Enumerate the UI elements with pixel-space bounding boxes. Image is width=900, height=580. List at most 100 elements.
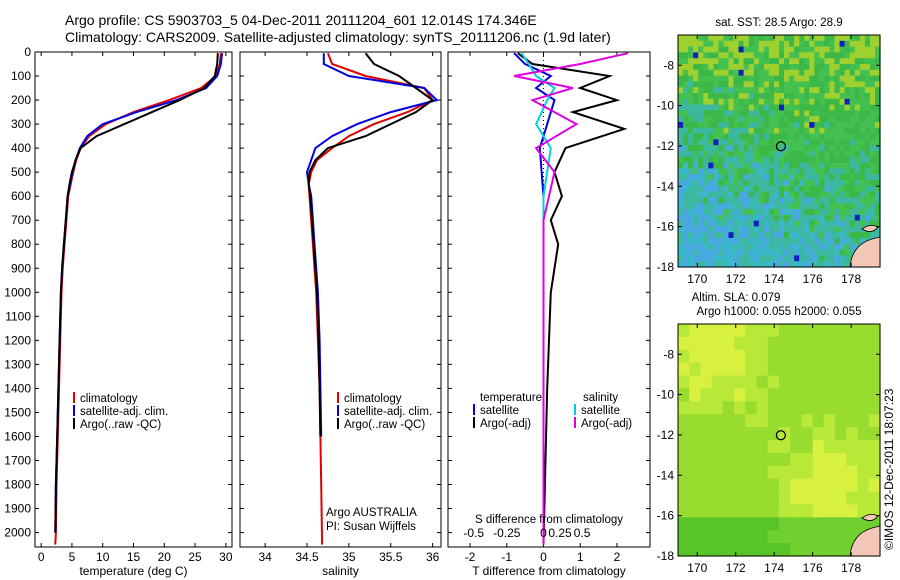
heatmap-cell xyxy=(859,81,866,88)
heatmap-cell xyxy=(869,87,876,94)
heatmap-cell xyxy=(738,156,745,164)
heatmap-cell xyxy=(728,46,735,53)
heatmap-cell xyxy=(779,64,785,71)
heatmap-cell xyxy=(756,491,769,506)
heatmap-cell xyxy=(779,174,785,181)
y-tick-label: -12 xyxy=(657,428,675,442)
heatmap-cell xyxy=(864,52,871,59)
heatmap-cell xyxy=(703,209,709,216)
y-tick-label: -18 xyxy=(657,549,675,563)
heatmap-cell xyxy=(789,191,795,198)
heatmap-cell xyxy=(703,249,709,256)
heatmap-cell xyxy=(804,87,810,94)
heatmap-cell xyxy=(688,116,694,123)
heatmap-cell xyxy=(723,69,730,77)
heatmap-cell xyxy=(738,139,745,146)
heatmap-cell xyxy=(678,110,684,117)
heatmap-cell xyxy=(819,46,825,53)
heatmap-cell xyxy=(728,168,735,175)
heatmap-cell xyxy=(784,261,790,268)
heatmap-cell xyxy=(790,362,802,377)
heatmap-cell xyxy=(718,243,724,251)
difference-panel: -2 -1 0 1 2T difference from climatologytemp… xyxy=(447,51,651,578)
heatmap-cell xyxy=(774,104,780,111)
heatmap-cell xyxy=(790,324,802,338)
heatmap-cell xyxy=(708,52,714,59)
heatmap-cell xyxy=(829,133,836,140)
heatmap-cell xyxy=(799,122,805,129)
heatmap-cell xyxy=(745,388,758,402)
heatmap-cell xyxy=(859,162,866,169)
heatmap-cell xyxy=(748,58,755,65)
heatmap-cell xyxy=(869,93,876,100)
heatmap-cell xyxy=(779,414,791,428)
heatmap-cell xyxy=(829,162,836,169)
heatmap-cell xyxy=(733,226,740,233)
heatmap-cell xyxy=(859,64,866,71)
heatmap-cell xyxy=(829,151,836,158)
heatmap-cell xyxy=(758,151,765,158)
heatmap-cell xyxy=(683,209,689,216)
heatmap-cell xyxy=(689,427,701,441)
y-tick-label: 1300 xyxy=(4,357,31,371)
heatmap-cell xyxy=(804,220,810,227)
heatmap-cell xyxy=(857,452,870,467)
heatmap-cell xyxy=(683,75,689,82)
heatmap-cell xyxy=(839,255,846,262)
heatmap-cell xyxy=(857,427,870,441)
heatmap-cell xyxy=(703,197,709,204)
heatmap-cell xyxy=(859,174,866,181)
heatmap-cell xyxy=(824,81,831,88)
heatmap-cell xyxy=(748,52,755,59)
heatmap-cell xyxy=(801,465,814,480)
heatmap-cell xyxy=(758,209,765,216)
heatmap-cell xyxy=(758,168,765,175)
heatmap-cell xyxy=(824,58,831,65)
heatmap-cell xyxy=(794,145,800,152)
heatmap-cell xyxy=(763,185,770,193)
heatmap-cell xyxy=(703,98,709,106)
heatmap-cell xyxy=(708,58,714,65)
heatmap-cell xyxy=(693,162,699,169)
heatmap-cell xyxy=(689,349,701,364)
heatmap-cell xyxy=(854,104,861,111)
heatmap-cell xyxy=(733,64,740,71)
heatmap-cell xyxy=(864,98,871,106)
heatmap-cell xyxy=(835,478,847,493)
heatmap-cell xyxy=(824,180,831,187)
heatmap-cell xyxy=(799,69,805,77)
heatmap-cell xyxy=(784,156,790,164)
heatmap-cell xyxy=(849,64,856,71)
heatmap-cell xyxy=(814,261,820,268)
heatmap-cell xyxy=(779,122,785,129)
heatmap-cell xyxy=(718,127,724,135)
heatmap-cell xyxy=(819,104,825,111)
heatmap-cell xyxy=(849,162,856,169)
heatmap-cell xyxy=(763,214,770,222)
heatmap-cell xyxy=(713,93,719,100)
heatmap-cell xyxy=(854,145,861,152)
heatmap-cell xyxy=(763,151,770,158)
heatmap-cell xyxy=(718,238,724,245)
heatmap-cell xyxy=(734,465,746,480)
heatmap-cell xyxy=(728,249,735,256)
heatmap-cell xyxy=(743,52,750,59)
heatmap-cell xyxy=(703,122,709,129)
heatmap-cell xyxy=(708,220,714,227)
heatmap-cell xyxy=(829,232,836,239)
heatmap-cell xyxy=(859,185,866,193)
x-tick-label: 170 xyxy=(687,272,707,286)
heatmap-cell xyxy=(678,517,690,531)
heatmap-cell xyxy=(693,40,699,48)
heatmap-cell xyxy=(693,98,699,106)
heatmap-cell xyxy=(869,191,876,198)
y-tick-label: -8 xyxy=(663,347,674,361)
heatmap-cell xyxy=(834,46,841,53)
x-tick-label: -1 xyxy=(501,550,512,564)
heatmap-cell xyxy=(728,185,735,193)
heatmap-cell xyxy=(864,110,871,117)
heatmap-cell xyxy=(790,478,802,493)
heatmap-cell xyxy=(703,127,709,135)
heatmap-cell xyxy=(683,203,689,210)
heatmap-cell xyxy=(703,180,709,187)
